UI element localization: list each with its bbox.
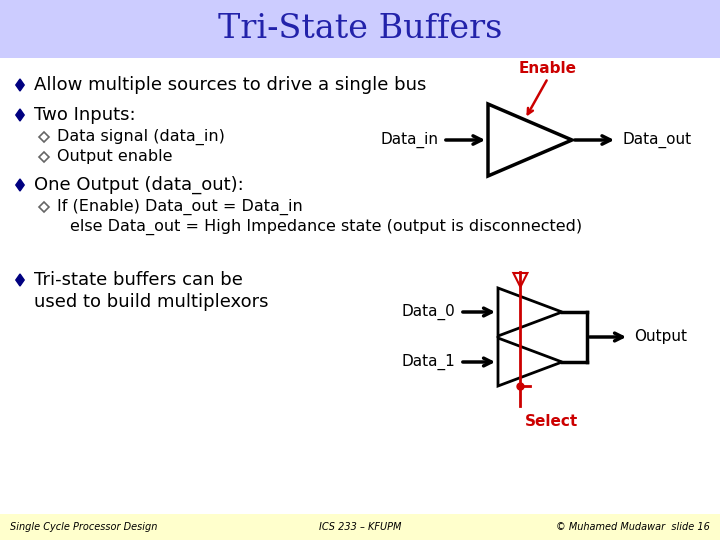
Text: Two Inputs:: Two Inputs:	[34, 106, 135, 124]
Polygon shape	[488, 104, 572, 176]
Text: Select: Select	[524, 414, 577, 429]
Polygon shape	[39, 152, 49, 162]
Text: Output: Output	[634, 329, 687, 345]
Polygon shape	[39, 132, 49, 142]
FancyBboxPatch shape	[0, 0, 720, 58]
Text: Allow multiple sources to drive a single bus: Allow multiple sources to drive a single…	[34, 76, 426, 94]
Text: else Data_out = High Impedance state (output is disconnected): else Data_out = High Impedance state (ou…	[70, 219, 582, 235]
Polygon shape	[39, 202, 49, 212]
Polygon shape	[16, 79, 24, 91]
Text: Tri-state buffers can be: Tri-state buffers can be	[34, 271, 243, 289]
Text: Data_1: Data_1	[401, 354, 455, 370]
Text: Data_0: Data_0	[401, 304, 455, 320]
Polygon shape	[16, 274, 24, 286]
Polygon shape	[498, 288, 562, 336]
Text: One Output (data_out):: One Output (data_out):	[34, 176, 244, 194]
Text: Output enable: Output enable	[57, 150, 173, 165]
Text: Data_out: Data_out	[622, 132, 691, 148]
Text: Data signal (data_in): Data signal (data_in)	[57, 129, 225, 145]
Polygon shape	[16, 109, 24, 121]
Text: © Muhamed Mudawar  slide 16: © Muhamed Mudawar slide 16	[556, 522, 710, 532]
Polygon shape	[513, 273, 527, 287]
Text: ICS 233 – KFUPM: ICS 233 – KFUPM	[319, 522, 401, 532]
Text: Tri-State Buffers: Tri-State Buffers	[218, 13, 502, 45]
Text: Enable: Enable	[519, 61, 577, 76]
Text: used to build multiplexors: used to build multiplexors	[34, 293, 269, 311]
FancyBboxPatch shape	[0, 514, 720, 540]
Text: If (Enable) Data_out = Data_in: If (Enable) Data_out = Data_in	[57, 199, 302, 215]
Text: Data_in: Data_in	[380, 132, 438, 148]
Text: Single Cycle Processor Design: Single Cycle Processor Design	[10, 522, 158, 532]
Polygon shape	[498, 338, 562, 386]
Polygon shape	[16, 179, 24, 191]
